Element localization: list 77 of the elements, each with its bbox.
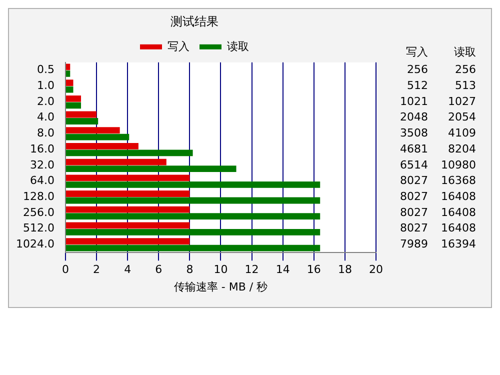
bar [66, 80, 74, 86]
bar [66, 134, 130, 140]
text: 16368 [441, 174, 476, 188]
text: 513 [455, 79, 476, 92]
x-tick-label: 18 [338, 263, 352, 276]
y-tick-label: 512.0 [22, 222, 54, 235]
x-tick-label: 6 [155, 263, 162, 276]
bar [66, 244, 320, 252]
y-tick-label: 1.0 [36, 79, 54, 92]
y-tick-label: 256.0 [22, 206, 54, 219]
x-axis-title: 传输速率 - MB / 秒 [174, 280, 268, 294]
y-tick-label: 8.0 [36, 126, 54, 140]
x-tick-label: 10 [214, 263, 228, 276]
bar [66, 64, 70, 70]
text: 10980 [441, 158, 476, 172]
y-tick-label: 32.0 [30, 158, 54, 172]
text: 1027 [448, 94, 476, 108]
y-tick-label: 16.0 [30, 142, 54, 156]
y-tick-label: 128.0 [22, 190, 54, 203]
text: 8027 [400, 222, 428, 235]
x-tick-label: 20 [369, 263, 383, 276]
y-tick-label: 4.0 [36, 110, 54, 124]
x-tick-label: 4 [124, 263, 132, 276]
y-tick-label: 1024.0 [16, 238, 54, 251]
bar [66, 143, 138, 150]
x-tick-label: 12 [244, 263, 259, 276]
text: 8027 [400, 190, 428, 203]
text: 16408 [441, 206, 476, 219]
text: 512 [407, 79, 428, 92]
text: 8204 [448, 142, 476, 156]
bar [66, 118, 98, 124]
bar [66, 181, 320, 188]
bar [66, 127, 120, 134]
text: 16408 [441, 190, 476, 203]
bar [66, 150, 193, 156]
legend-label: 读取 [227, 40, 249, 53]
text: 8027 [400, 174, 428, 188]
text: 16408 [441, 222, 476, 235]
x-tick-label: 16 [306, 263, 321, 276]
text: 7989 [400, 238, 428, 251]
bar [66, 228, 320, 236]
bar [66, 206, 190, 213]
bar [66, 102, 82, 109]
text: 256 [407, 63, 428, 76]
x-tick-label: 0 [62, 263, 69, 276]
bar [66, 174, 190, 182]
text: 16394 [441, 238, 476, 251]
y-tick-label: 0.5 [36, 63, 54, 76]
text: 2054 [448, 110, 476, 124]
bar [66, 190, 190, 197]
bar [66, 158, 166, 166]
y-tick-label: 64.0 [30, 174, 54, 188]
chart-title: 测试结果 [170, 14, 218, 28]
bar [66, 70, 70, 77]
text: 4109 [448, 126, 476, 140]
bar [66, 166, 236, 172]
bar [66, 238, 190, 245]
text: 3508 [400, 126, 428, 140]
text: 8027 [400, 206, 428, 219]
legend-label: 写入 [168, 40, 190, 53]
text: 4681 [400, 142, 428, 156]
bar [66, 111, 97, 118]
text: 6514 [400, 158, 428, 172]
x-tick-label: 14 [276, 263, 290, 276]
text: 读取 [454, 45, 476, 58]
x-tick-label: 8 [186, 263, 194, 276]
bar [66, 222, 190, 229]
x-tick-label: 2 [93, 263, 100, 276]
y-tick-label: 2.0 [36, 94, 54, 108]
text: 写入 [406, 45, 428, 58]
bar [66, 86, 74, 93]
bar [66, 213, 320, 220]
bar [66, 197, 320, 204]
text: 2048 [400, 110, 428, 124]
text: 1021 [400, 94, 428, 108]
text: 256 [455, 63, 476, 76]
bar [66, 95, 82, 102]
